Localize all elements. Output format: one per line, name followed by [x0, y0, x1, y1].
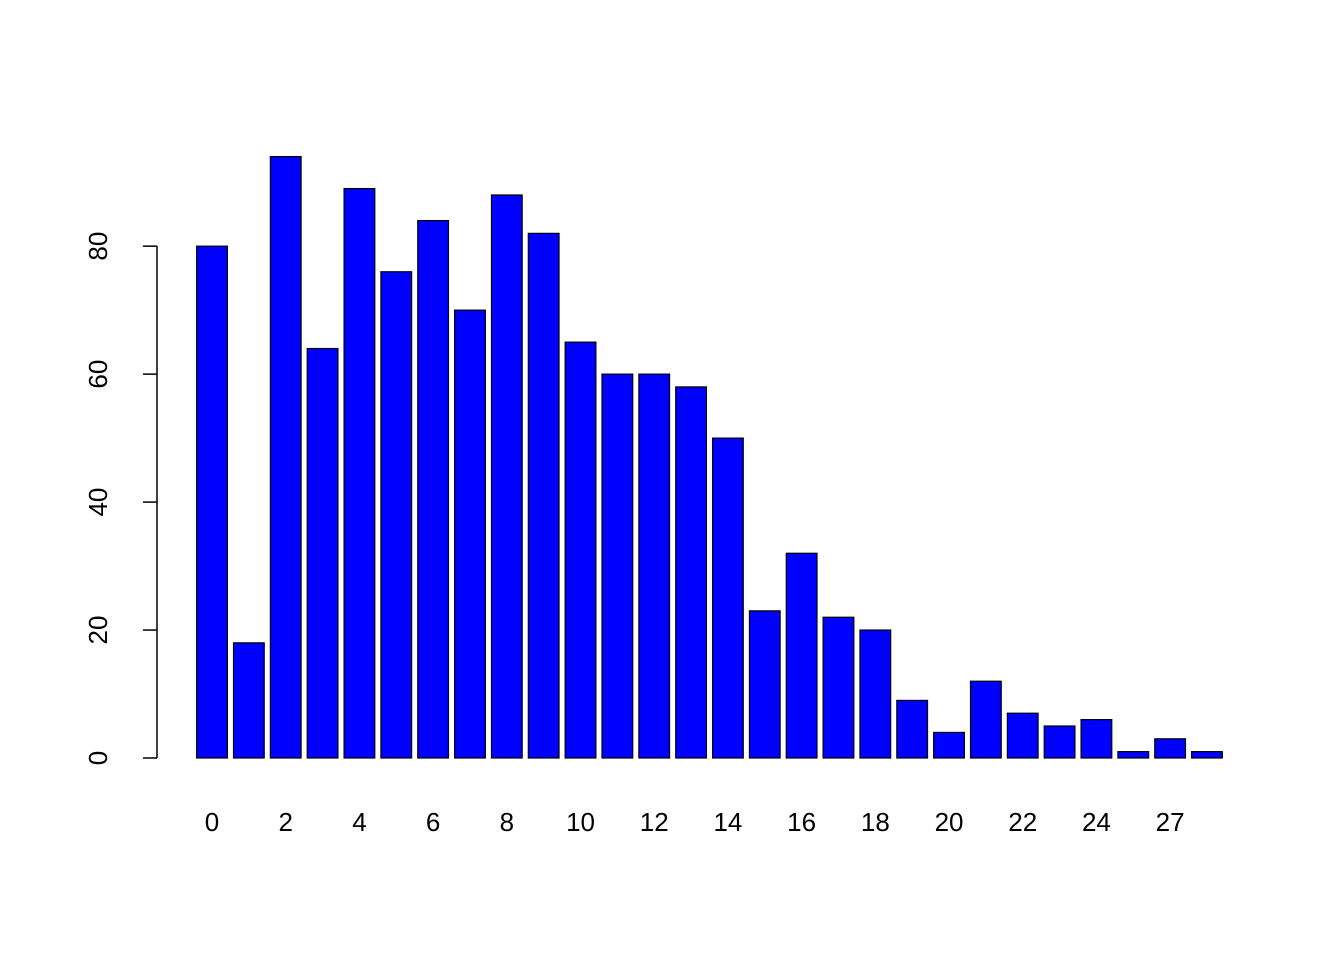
x-tick-label: 27	[1156, 807, 1185, 837]
bar	[1080, 719, 1113, 759]
bar	[822, 616, 855, 759]
bar	[1043, 725, 1076, 759]
bar	[1117, 751, 1150, 759]
bar	[933, 731, 965, 759]
y-tick-label: 40	[83, 488, 113, 517]
bar	[969, 680, 1002, 759]
bar	[601, 373, 634, 759]
bar	[711, 437, 744, 759]
x-tick-label: 22	[1008, 807, 1037, 837]
x-tick-label: 12	[640, 807, 669, 837]
bar	[343, 187, 376, 759]
y-tick-label: 60	[83, 360, 113, 389]
bar	[675, 386, 708, 759]
bar	[1006, 712, 1039, 759]
x-tick-label: 14	[713, 807, 742, 837]
x-tick-label: 2	[278, 807, 292, 837]
bar	[454, 309, 486, 759]
bar	[748, 610, 781, 759]
x-tick-label: 8	[500, 807, 514, 837]
bar	[859, 629, 892, 759]
bar	[269, 155, 302, 759]
x-tick-label: 6	[426, 807, 440, 837]
x-tick-label: 24	[1082, 807, 1111, 837]
bar	[564, 341, 597, 759]
bar	[196, 245, 228, 759]
bar	[417, 219, 450, 759]
y-tick-label: 0	[83, 751, 113, 765]
x-tick-label: 16	[787, 807, 816, 837]
bar	[490, 194, 523, 759]
x-tick-label: 0	[205, 807, 219, 837]
bar	[527, 232, 560, 759]
x-tick-label: 18	[861, 807, 890, 837]
x-tick-label: 4	[352, 807, 366, 837]
x-tick-label: 10	[566, 807, 595, 837]
bar	[638, 373, 671, 759]
bar	[1191, 751, 1223, 759]
bar	[1154, 738, 1187, 759]
bar	[380, 271, 413, 759]
bar	[896, 699, 929, 759]
bar	[785, 552, 818, 759]
bar	[232, 642, 265, 759]
y-tick-label: 80	[83, 232, 113, 261]
bar	[306, 347, 339, 759]
y-tick-label: 20	[83, 616, 113, 645]
x-tick-label: 20	[935, 807, 964, 837]
